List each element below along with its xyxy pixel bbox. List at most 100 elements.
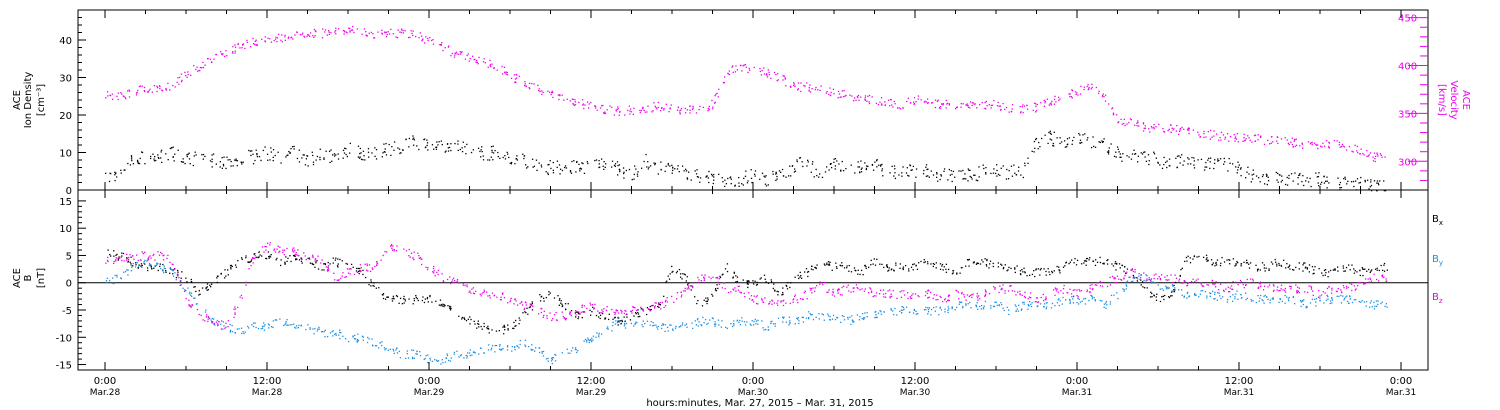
data-point bbox=[312, 254, 314, 256]
data-point bbox=[291, 250, 294, 252]
data-point bbox=[1232, 294, 1234, 296]
data-point bbox=[1071, 89, 1074, 92]
data-point bbox=[1167, 129, 1169, 132]
data-point bbox=[199, 66, 202, 69]
data-point bbox=[734, 71, 737, 73]
data-point bbox=[232, 165, 234, 167]
data-point bbox=[658, 306, 660, 308]
data-point bbox=[353, 273, 356, 276]
data-point bbox=[180, 73, 183, 75]
data-point bbox=[392, 245, 394, 247]
data-point bbox=[906, 292, 909, 294]
data-point bbox=[623, 312, 625, 315]
data-point bbox=[1317, 147, 1319, 150]
data-point bbox=[545, 171, 547, 173]
data-point bbox=[924, 261, 926, 263]
data-point bbox=[1214, 291, 1216, 294]
data-point bbox=[1069, 288, 1071, 290]
data-point bbox=[665, 103, 667, 105]
data-point bbox=[524, 301, 526, 303]
data-point bbox=[912, 269, 914, 271]
data-point bbox=[1000, 263, 1002, 265]
data-point bbox=[1383, 270, 1386, 272]
data-point bbox=[1007, 290, 1010, 292]
data-point bbox=[450, 306, 452, 308]
data-point bbox=[365, 34, 367, 36]
data-point bbox=[738, 285, 740, 287]
data-point bbox=[313, 28, 316, 31]
data-point bbox=[890, 309, 892, 311]
data-point bbox=[688, 171, 690, 173]
data-point bbox=[1010, 165, 1013, 167]
data-point bbox=[876, 316, 878, 319]
data-point bbox=[412, 303, 414, 305]
data-point bbox=[756, 295, 758, 297]
data-point bbox=[1083, 88, 1085, 91]
data-point bbox=[686, 326, 688, 328]
data-point bbox=[625, 313, 627, 316]
data-point bbox=[985, 291, 987, 293]
data-point bbox=[1008, 309, 1010, 311]
data-point bbox=[464, 284, 466, 286]
data-point bbox=[449, 360, 451, 362]
data-point bbox=[1116, 114, 1118, 116]
data-point bbox=[814, 88, 816, 91]
data-point bbox=[893, 175, 895, 177]
data-point bbox=[913, 309, 916, 312]
data-point bbox=[1203, 130, 1205, 133]
data-point bbox=[782, 79, 784, 81]
data-point bbox=[724, 287, 726, 290]
data-point bbox=[1259, 269, 1261, 271]
data-point bbox=[180, 277, 182, 279]
data-point bbox=[646, 166, 648, 168]
data-point bbox=[135, 94, 138, 96]
data-point bbox=[195, 68, 197, 71]
data-point bbox=[1257, 134, 1259, 136]
data-point bbox=[141, 251, 143, 253]
data-point bbox=[499, 298, 502, 301]
data-point bbox=[220, 328, 223, 330]
data-point bbox=[1261, 299, 1263, 301]
data-point bbox=[983, 167, 985, 170]
data-point bbox=[491, 345, 494, 347]
data-point bbox=[551, 358, 553, 361]
data-point bbox=[855, 284, 858, 286]
data-point bbox=[1044, 100, 1047, 103]
data-point bbox=[700, 279, 702, 282]
data-point bbox=[1131, 153, 1134, 155]
data-point bbox=[1026, 104, 1028, 107]
data-point bbox=[1274, 258, 1276, 261]
data-point bbox=[1360, 301, 1362, 303]
data-point bbox=[1178, 289, 1180, 291]
data-point bbox=[360, 270, 362, 272]
data-point bbox=[317, 255, 319, 257]
data-point bbox=[1248, 173, 1250, 175]
data-point bbox=[808, 316, 810, 319]
data-point bbox=[1083, 298, 1085, 300]
data-point bbox=[1201, 290, 1204, 292]
data-point bbox=[1019, 293, 1021, 296]
data-point bbox=[827, 261, 830, 263]
data-point bbox=[363, 155, 365, 157]
data-point bbox=[1181, 294, 1183, 296]
data-point bbox=[1186, 260, 1188, 262]
data-point bbox=[328, 31, 330, 33]
data-point bbox=[1376, 267, 1378, 269]
data-point bbox=[328, 33, 331, 35]
data-point bbox=[548, 294, 550, 296]
data-point bbox=[1157, 278, 1159, 280]
data-point bbox=[158, 157, 160, 160]
data-point bbox=[261, 255, 263, 257]
data-point bbox=[117, 257, 119, 260]
data-point bbox=[137, 162, 139, 165]
data-point bbox=[828, 264, 831, 266]
data-point bbox=[1328, 182, 1330, 184]
data-point bbox=[1181, 154, 1183, 156]
data-point bbox=[315, 260, 317, 262]
data-point bbox=[1267, 180, 1270, 182]
data-point bbox=[721, 287, 723, 289]
data-point bbox=[1257, 268, 1259, 270]
data-point bbox=[268, 327, 270, 329]
data-point bbox=[482, 155, 484, 157]
data-point bbox=[684, 287, 686, 289]
